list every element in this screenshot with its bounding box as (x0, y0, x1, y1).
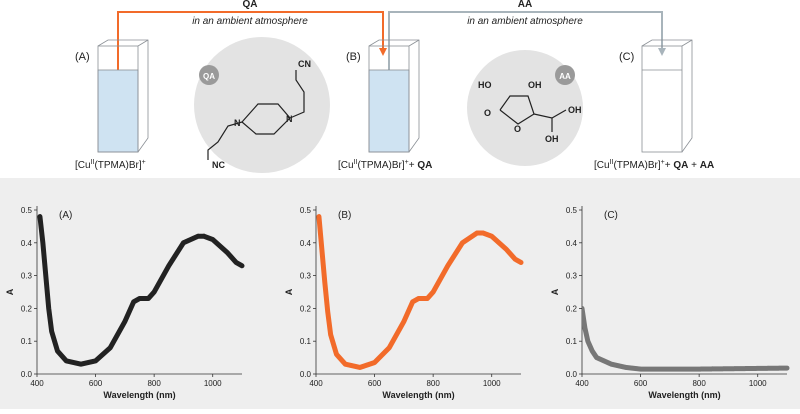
label-part: II (91, 159, 95, 166)
x-tick-label: 800 (692, 379, 706, 388)
condition: in an ambient atmosphere (192, 16, 308, 27)
atom: OH (568, 105, 582, 115)
reagent: AA (518, 0, 532, 10)
y-tick-label: 0.2 (21, 304, 33, 313)
label-part: AA (700, 160, 714, 171)
label-part: II (610, 159, 614, 166)
label-part: II (354, 159, 358, 166)
label-part: + (142, 159, 146, 166)
x-tick-label: 400 (30, 379, 44, 388)
cuvette (97, 39, 693, 153)
label-part: [Cu (594, 160, 610, 171)
label-part: (TPMA)Br] (357, 160, 404, 171)
label-part: [Cu (75, 160, 91, 171)
y-tick-label: 0.0 (566, 370, 578, 379)
structure (499, 95, 567, 132)
cuvette-tag: (B) (346, 51, 361, 63)
label-part: (TPMA)Br] (94, 160, 141, 171)
y-tick-label: 0.1 (300, 337, 312, 346)
cuvette-tag: (C) (619, 51, 634, 63)
y-tick-label: 0.4 (21, 239, 33, 248)
arrow-aa (388, 11, 663, 75)
label-part: (TPMA)Br] (613, 160, 660, 171)
atom: NC (212, 160, 225, 170)
x-tick-label: 1000 (483, 379, 501, 388)
y-tick-label: 0.5 (566, 206, 578, 215)
atom: O (514, 124, 521, 134)
spectrum (316, 214, 524, 370)
x-tick-label: 400 (309, 379, 323, 388)
y-tick-label: 0.4 (300, 239, 312, 248)
badge-text: QA (203, 72, 215, 81)
y-axis-label: A (284, 288, 294, 295)
badge (555, 65, 575, 85)
x-tick-label: 800 (426, 379, 440, 388)
atom: OH (528, 80, 542, 90)
atom: CN (298, 59, 311, 69)
label-part: + (661, 159, 665, 166)
x-tick-label: 600 (368, 379, 382, 388)
atom: OH (545, 134, 559, 144)
label-part: QA (673, 160, 688, 171)
atom: N (286, 114, 293, 124)
y-tick-label: 0.3 (566, 272, 578, 281)
spectrum (37, 214, 245, 367)
cuvette-label: [CuII(TPMA)Br]++ QA (338, 159, 432, 171)
y-axis-label: A (550, 288, 560, 295)
x-tick-label: 400 (575, 379, 589, 388)
structure (207, 70, 305, 160)
reagent: QA (243, 0, 258, 10)
cuvette-tag: (A) (75, 51, 90, 63)
y-tick-label: 0.3 (300, 272, 312, 281)
label-part: + (409, 160, 418, 171)
label-part: [Cu (338, 160, 354, 171)
y-tick-label: 0.1 (566, 337, 578, 346)
spectrum (582, 305, 790, 372)
label-part: + (405, 159, 409, 166)
x-axis-label: Wavelength (nm) (103, 390, 175, 400)
y-axis-label: A (5, 288, 15, 295)
y-tick-label: 0.0 (300, 370, 312, 379)
chart-title: (A) (59, 210, 72, 221)
badge-text: AA (559, 72, 571, 81)
molecule-bg (194, 37, 330, 173)
y-tick-label: 0.1 (21, 337, 33, 346)
cuvette-label: [CuII(TPMA)Br]+ (75, 159, 146, 171)
x-axis-label: Wavelength (nm) (382, 390, 454, 400)
label-part: QA (417, 160, 432, 171)
arrow-head (379, 48, 387, 56)
chart-title: (C) (604, 210, 618, 221)
arrow-head (658, 48, 666, 56)
x-axis-label: Wavelength (nm) (648, 390, 720, 400)
molecule-bg (467, 50, 583, 166)
condition: in an ambient atmosphere (467, 16, 583, 27)
label-part: + (688, 160, 699, 171)
y-tick-label: 0.5 (300, 206, 312, 215)
x-tick-label: 1000 (204, 379, 222, 388)
cuvette-label: [CuII(TPMA)Br]++ QA + AA (594, 159, 714, 171)
badge (199, 65, 219, 85)
y-tick-label: 0.0 (21, 370, 33, 379)
atom: O (484, 108, 491, 118)
y-tick-label: 0.5 (21, 206, 33, 215)
y-tick-label: 0.3 (21, 272, 33, 281)
y-tick-label: 0.4 (566, 239, 578, 248)
chart-title: (B) (338, 210, 351, 221)
y-tick-label: 0.2 (566, 304, 578, 313)
x-tick-label: 600 (634, 379, 648, 388)
x-tick-label: 800 (147, 379, 161, 388)
x-tick-label: 1000 (749, 379, 767, 388)
x-tick-label: 600 (89, 379, 103, 388)
atom: N (234, 118, 241, 128)
y-tick-label: 0.2 (300, 304, 312, 313)
label-part: + (665, 160, 674, 171)
atom: HO (478, 80, 492, 90)
arrow-qa (117, 11, 384, 75)
